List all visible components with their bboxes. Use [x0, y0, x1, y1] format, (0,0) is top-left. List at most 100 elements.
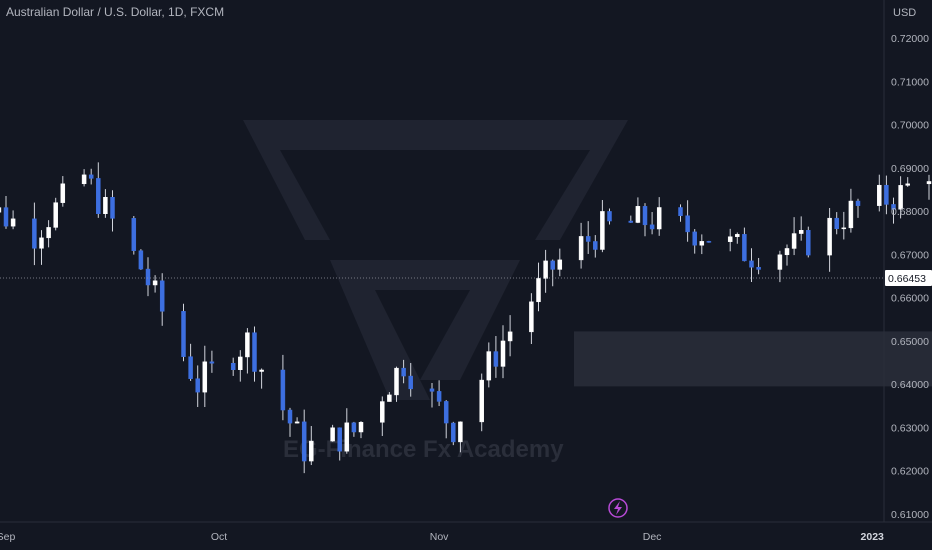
candle-body — [806, 230, 811, 256]
candle-body — [259, 369, 264, 372]
candle-body — [834, 217, 839, 229]
candle-body — [238, 356, 243, 370]
lightning-icon-bolt — [614, 501, 622, 515]
candle-body — [486, 351, 492, 381]
candle-body — [46, 227, 51, 239]
time-tick-label: Sep — [0, 531, 15, 543]
watermark-shape-bottom — [330, 260, 520, 400]
candle-body — [451, 422, 456, 443]
candle-body — [245, 332, 250, 358]
candle-body — [429, 388, 435, 392]
price-tick-label: 0.69000 — [891, 163, 929, 175]
candle-body — [600, 211, 605, 250]
candle-body — [685, 215, 690, 233]
candle-body — [53, 202, 58, 228]
candle-body — [88, 174, 94, 179]
watermark-shape-top — [243, 120, 628, 240]
candle-body — [209, 361, 215, 364]
candle-body — [536, 278, 541, 303]
candle-body — [784, 248, 790, 256]
price-tick-label: 0.62000 — [891, 466, 929, 478]
price-tick-label: 0.70000 — [891, 120, 929, 132]
price-tick-label: 0.71000 — [891, 76, 929, 88]
candle-body — [848, 200, 854, 229]
candle-body — [578, 236, 584, 261]
candle-body — [543, 260, 548, 279]
candle-body — [891, 204, 896, 210]
candle-body — [500, 340, 506, 367]
lightning-icon-ring — [608, 498, 628, 518]
candle-body — [791, 233, 797, 249]
candle-body — [230, 363, 236, 370]
price-tick-label: 0.65000 — [891, 336, 929, 348]
current-price-tag-label: 0.66453 — [888, 273, 926, 285]
candle-body — [678, 207, 683, 216]
candle-body — [60, 183, 66, 203]
annotations-layer: $$$$$$$$$$$$ — [0, 277, 884, 279]
candle-body — [351, 422, 357, 433]
price-tick-label: 0.61000 — [891, 509, 929, 521]
price-tick-label: 0.72000 — [891, 33, 929, 45]
candle-body — [593, 241, 598, 250]
candle-body — [635, 206, 641, 223]
time-axis[interactable]: SepOctNovDec2023FebMarAprMayJunJulAugSep — [0, 531, 932, 543]
candle-body — [330, 427, 335, 442]
time-tick-label: 2023 — [861, 531, 885, 543]
candle-body — [81, 174, 87, 185]
candle-body — [749, 260, 754, 268]
candle-body — [301, 421, 307, 462]
watermark-logo — [243, 120, 628, 400]
candle-body — [529, 301, 534, 333]
candle-body — [103, 197, 108, 214]
price-tick-label: 0.67000 — [891, 249, 929, 261]
candle-body — [32, 218, 37, 249]
candle-body — [742, 234, 747, 262]
price-tick-label: 0.66000 — [891, 293, 929, 305]
candle-body — [159, 280, 165, 312]
price-axis[interactable]: 0.72000 0.71000 0.70000 0.69000 0.68000 0.670… — [885, 33, 932, 521]
candle-body — [692, 231, 697, 246]
candle-body — [280, 369, 286, 411]
candle-body — [181, 311, 186, 357]
candle-body — [443, 401, 449, 424]
candle-body — [649, 224, 655, 230]
candle-body — [188, 356, 193, 379]
candle-body — [507, 331, 513, 342]
candle-body — [727, 236, 733, 242]
candle-body — [408, 375, 413, 390]
time-tick-label: Dec — [643, 531, 662, 543]
candle-body — [628, 220, 634, 223]
candle-body — [479, 379, 484, 423]
price-tick-label: 0.63000 — [891, 422, 929, 434]
candle-body — [387, 394, 392, 402]
candle-body — [656, 207, 662, 230]
time-tick-label: Nov — [430, 531, 449, 543]
price-tick-label: 0.64000 — [891, 379, 929, 391]
candle-body — [39, 237, 44, 249]
zones-layer: supplydemandTarget — [574, 331, 932, 387]
candle-body — [493, 351, 499, 367]
candle-body — [110, 197, 115, 219]
candle-body — [841, 227, 847, 230]
candle-body — [735, 234, 740, 237]
candle-body — [855, 200, 861, 206]
candle-body — [557, 259, 563, 270]
symbol-title[interactable]: Australian Dollar / U.S. Dollar, 1D, FXC… — [6, 5, 225, 19]
candle-body — [699, 241, 705, 246]
candle-body — [827, 217, 832, 256]
candle-body — [380, 401, 385, 423]
lightning-icon[interactable] — [608, 498, 628, 518]
watermark-text: EG-Finance Fx Academy — [283, 436, 564, 463]
candle-body — [607, 211, 612, 222]
candle-body — [798, 230, 804, 234]
candle-body — [550, 260, 555, 270]
candle-body — [905, 183, 910, 186]
candle-body — [152, 280, 158, 286]
candle-body — [777, 254, 783, 270]
candle-body — [401, 367, 406, 377]
demand-zone — [574, 331, 932, 387]
current-price-tag — [885, 270, 932, 287]
candle-body — [344, 422, 350, 452]
candle-body — [884, 184, 889, 205]
